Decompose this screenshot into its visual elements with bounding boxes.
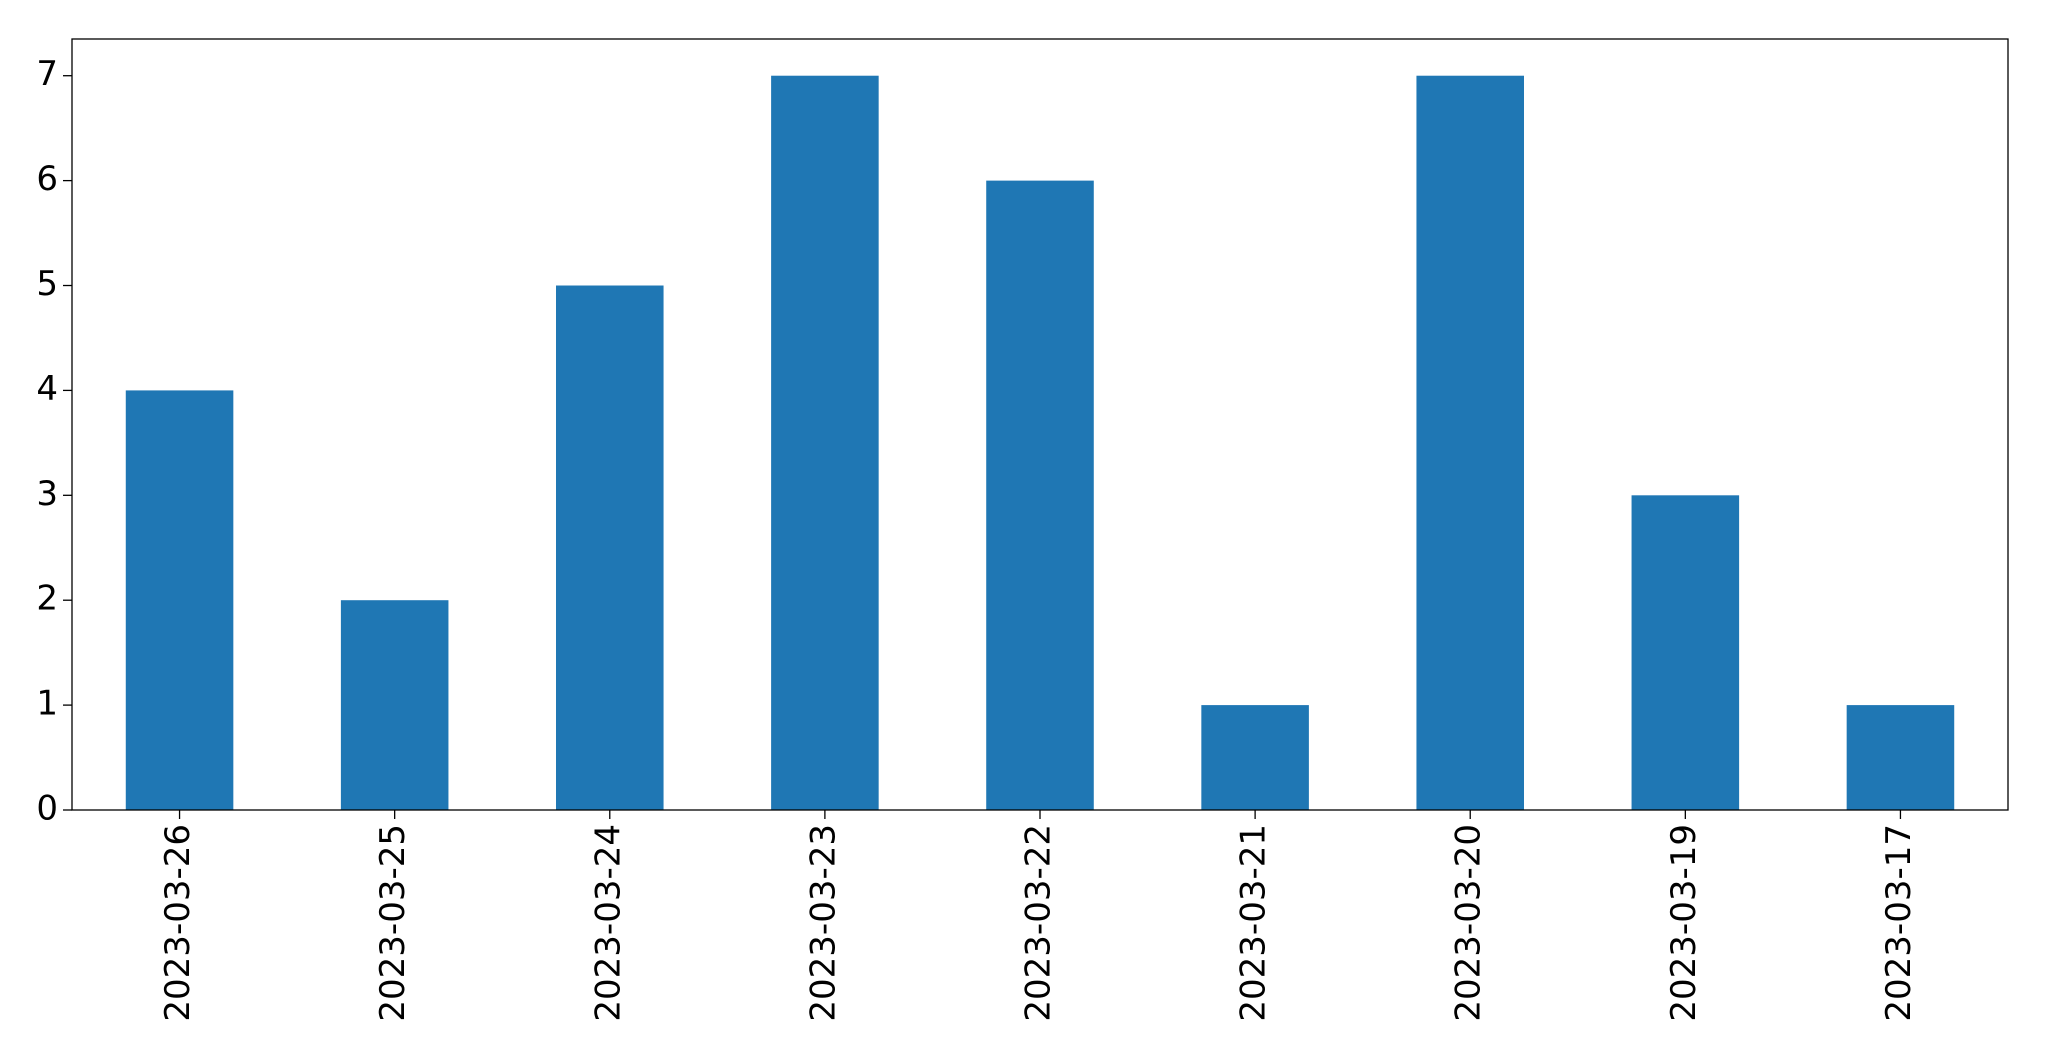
y-tick-label: 2 — [36, 579, 58, 619]
x-tick-label: 2023-03-21 — [1234, 824, 1274, 1022]
x-tick-label: 2023-03-26 — [158, 824, 198, 1022]
y-tick-label: 7 — [36, 54, 58, 94]
bar — [1631, 495, 1740, 810]
bar — [1416, 75, 1524, 810]
bar — [556, 285, 664, 810]
x-tick-label: 2023-03-20 — [1449, 824, 1489, 1022]
x-tick-label: 2023-03-24 — [588, 824, 628, 1022]
x-tick-label: 2023-03-19 — [1664, 824, 1704, 1022]
x-tick-label: 2023-03-23 — [803, 824, 843, 1022]
x-tick-label: 2023-03-17 — [1879, 824, 1919, 1022]
x-tick-label: 2023-03-22 — [1019, 824, 1059, 1022]
y-tick-label: 4 — [36, 369, 58, 409]
y-tick-label: 5 — [36, 264, 58, 304]
bar — [1201, 705, 1309, 810]
bar — [1846, 705, 1955, 810]
y-tick-label: 3 — [36, 474, 58, 514]
y-tick-label: 6 — [36, 159, 58, 199]
y-tick-label: 1 — [36, 684, 58, 724]
bar — [340, 600, 449, 810]
x-tick-label: 2023-03-25 — [373, 824, 413, 1022]
y-tick-label: 0 — [36, 789, 58, 829]
bar — [771, 75, 879, 810]
bar — [986, 180, 1094, 810]
bar — [125, 390, 234, 810]
